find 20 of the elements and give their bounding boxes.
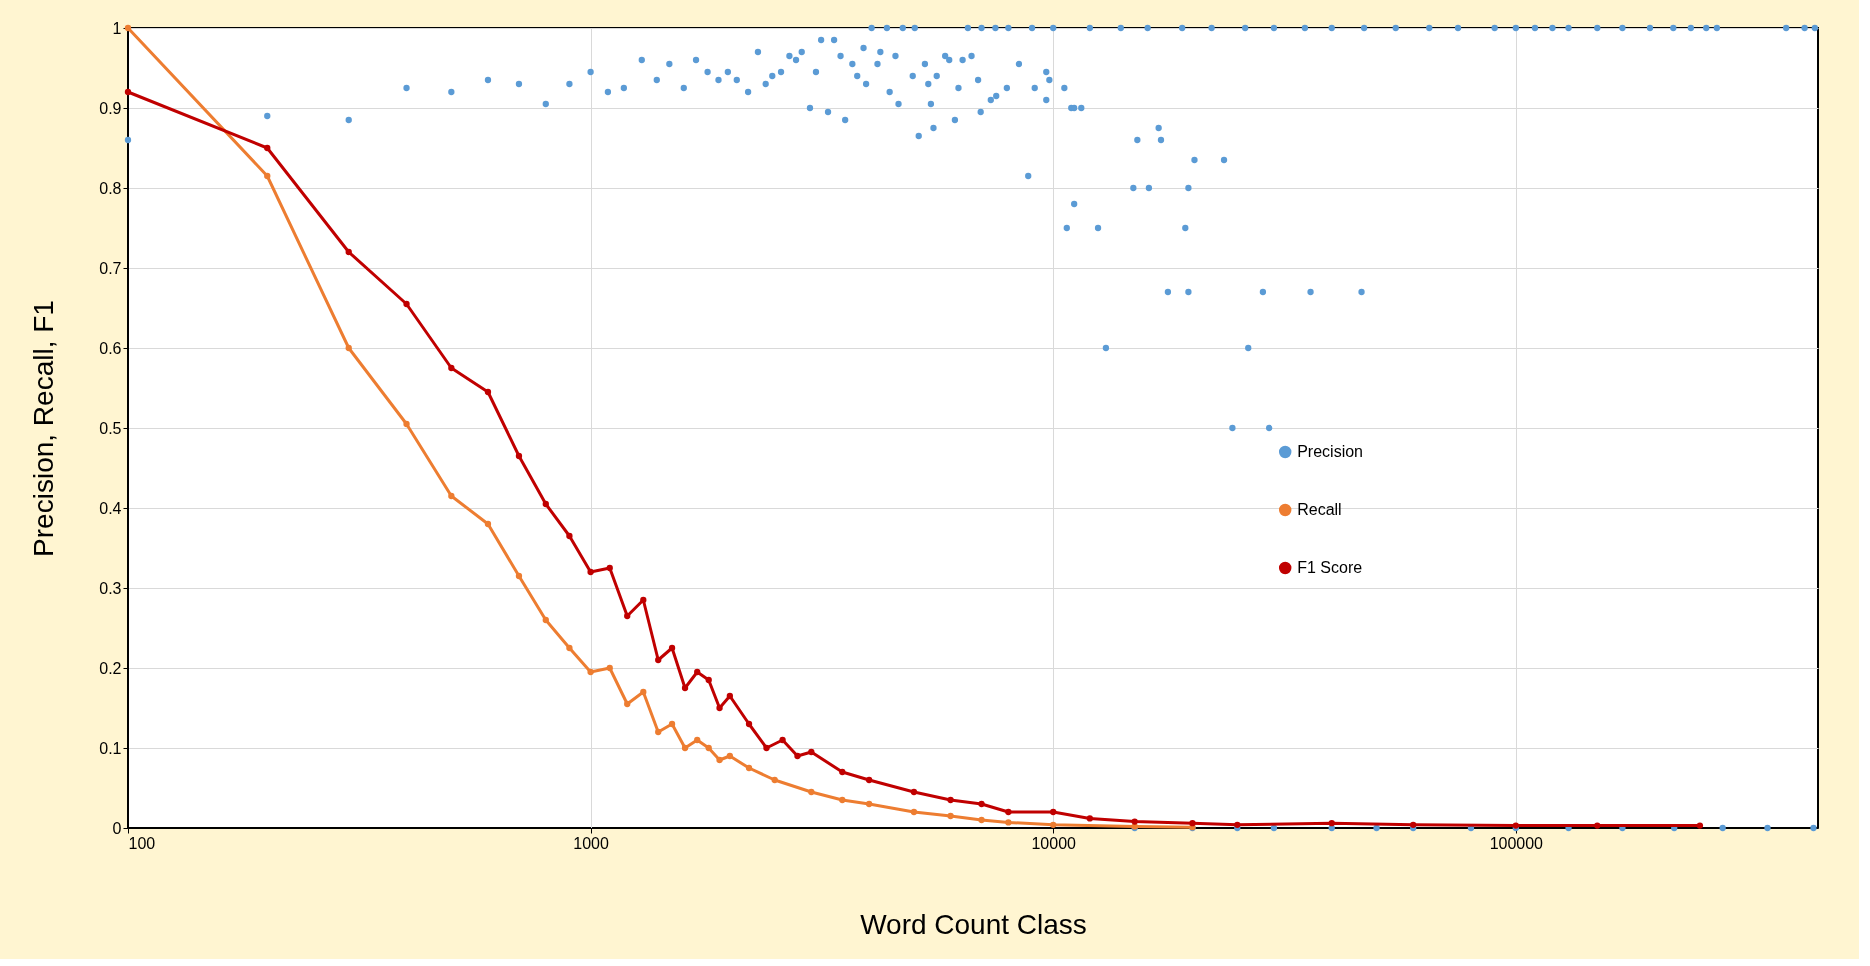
y-tick-label: 0	[112, 819, 122, 837]
x-tick-label: 10000	[1031, 834, 1077, 852]
y-tick-label: 0.7	[99, 259, 122, 277]
legend-label: Precision	[1297, 443, 1364, 460]
x-tick-label: 100	[128, 834, 156, 852]
y-tick-label: 0.6	[99, 339, 122, 357]
y-tick-label: 0.4	[99, 499, 122, 517]
x-tick-label: 1000	[573, 834, 610, 852]
x-tick-label: 100000	[1489, 834, 1544, 852]
y-tick-label: 0.5	[99, 419, 122, 437]
y-tick-label: 0.2	[99, 659, 122, 677]
y-tick-label: 1	[112, 19, 122, 37]
x-axis-title: Word Count Class	[860, 908, 1087, 940]
y-axis-title: Precision, Recall, F1	[28, 300, 60, 557]
y-tick-label: 0.9	[99, 99, 122, 117]
y-tick-label: 0.1	[99, 739, 122, 757]
legend-label: F1 Score	[1297, 559, 1363, 576]
y-tick-label: 0.8	[99, 179, 122, 197]
legend-label: Recall	[1297, 501, 1342, 518]
y-tick-label: 0.3	[99, 579, 122, 597]
